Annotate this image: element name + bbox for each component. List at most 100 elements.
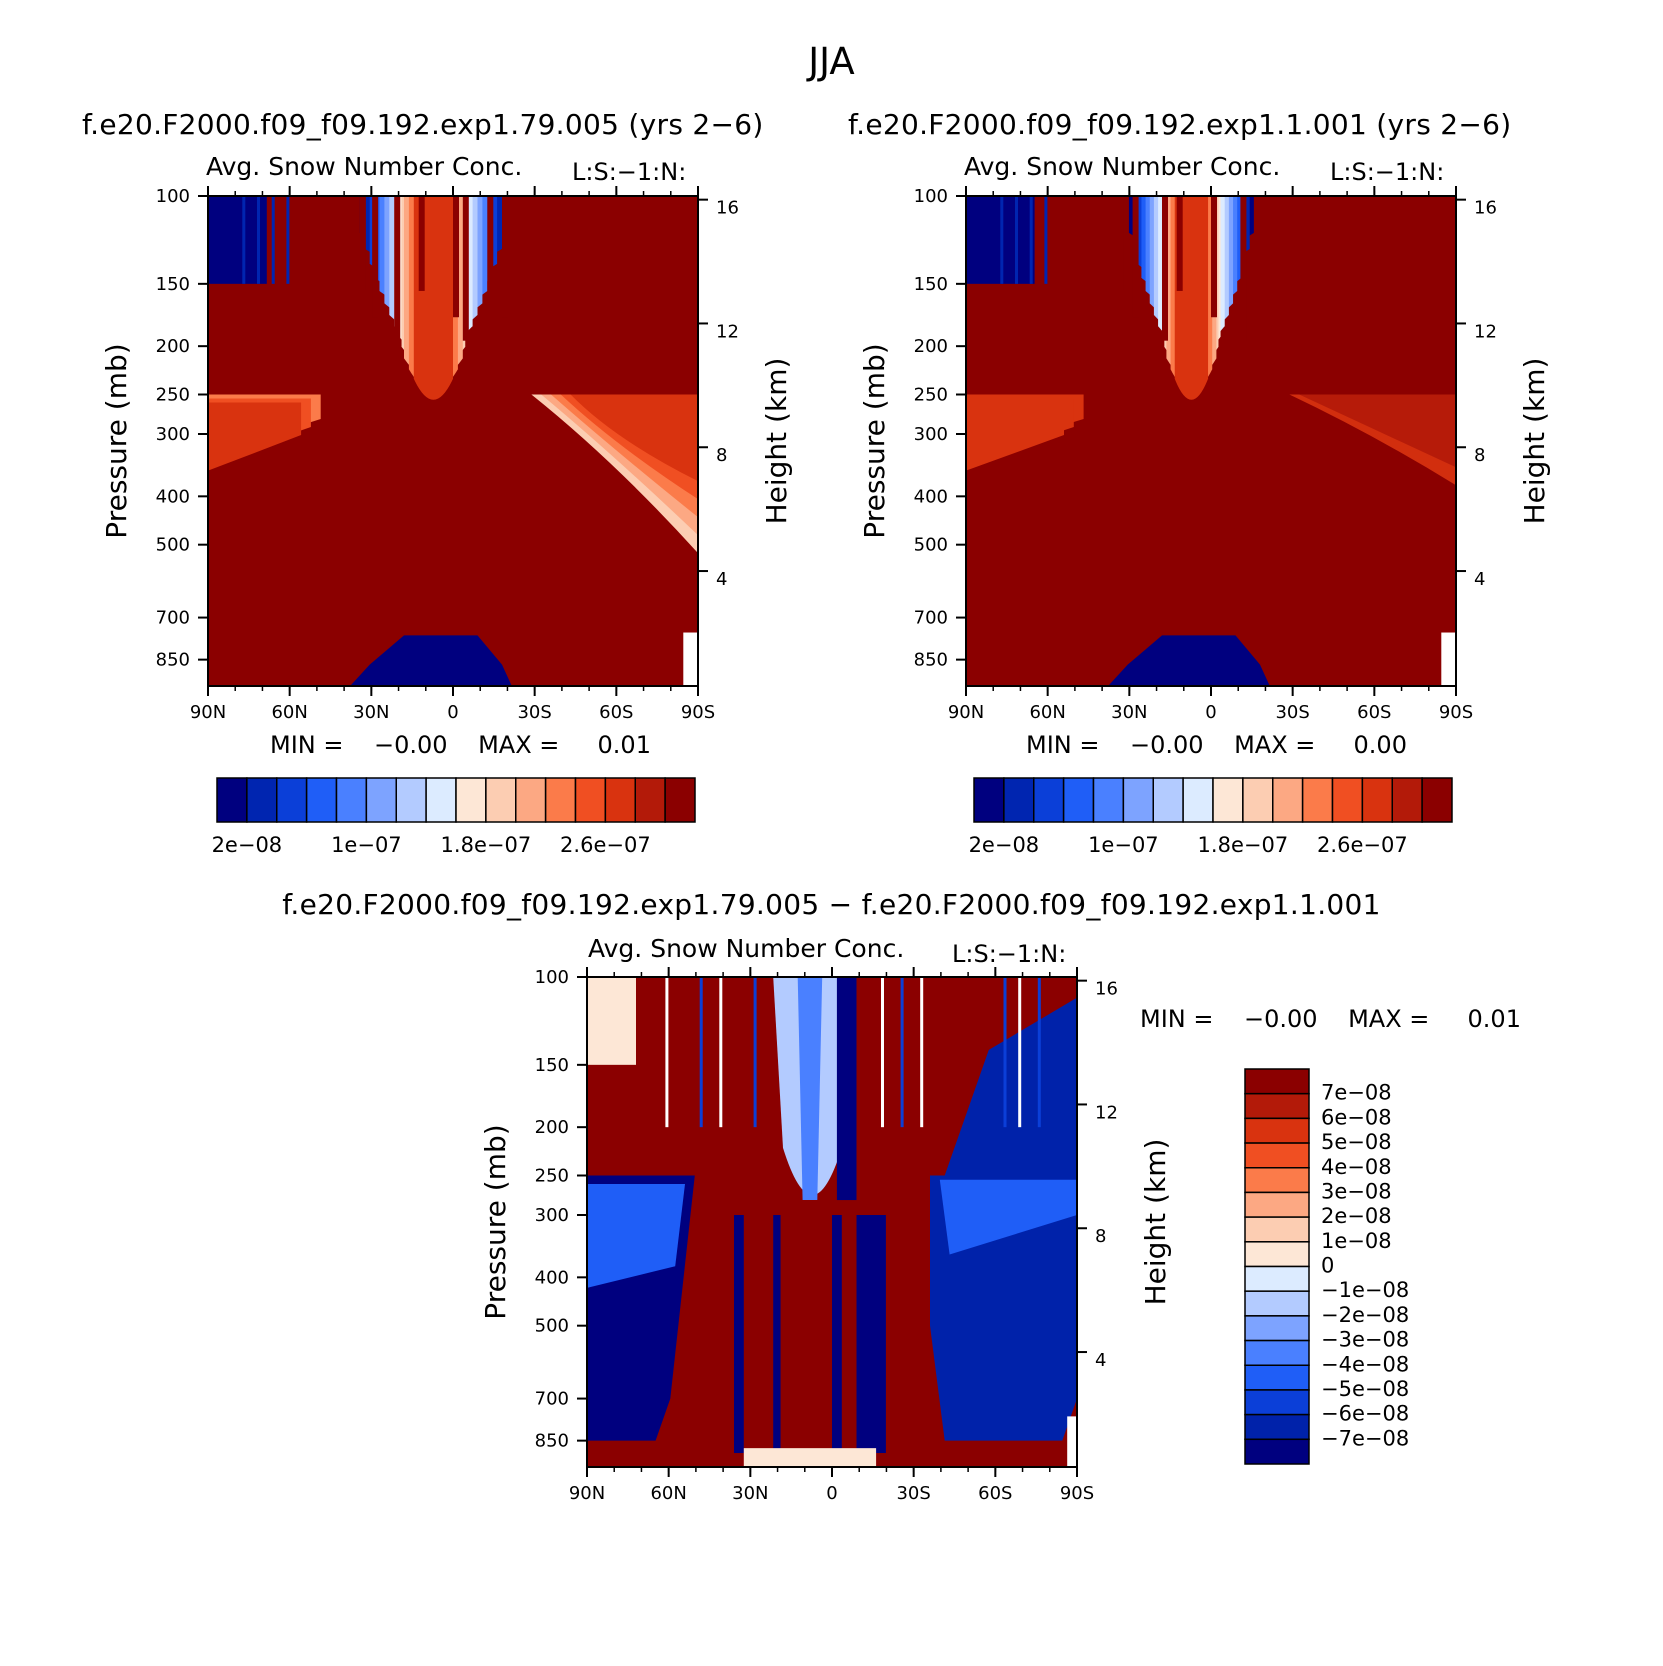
right-run-title: f.e20.F2000.f09_f09.192.exp1.1.001 (yrs …: [848, 108, 1512, 141]
left-field: [208, 196, 698, 686]
diff-blue-col-3: [773, 1215, 781, 1454]
diff-streak-6: [920, 977, 924, 1128]
right-y2tick-label: 4: [1474, 569, 1485, 590]
diff-xtick-label: 30S: [896, 1483, 930, 1504]
diff-colorbar-box: [1244, 1389, 1310, 1416]
right-max-label: MAX =: [1234, 731, 1316, 759]
diff-xtick-label: 90N: [569, 1483, 605, 1504]
diff-ytick-label: 250: [535, 1166, 569, 1187]
diff-streak-4: [881, 977, 884, 1128]
left-colorbar-label: 2e−08: [212, 833, 283, 857]
right-min-max: MIN = −0.00 MAX = 0.00: [1026, 731, 1407, 759]
left-colorbar-box: [276, 777, 308, 823]
left-max-value: 0.01: [597, 731, 651, 759]
diff-colorbar-box: [1244, 1092, 1310, 1120]
left-colorbar-box: [664, 777, 696, 823]
diff-blue-col-1: [832, 1215, 842, 1454]
diff-y2tick-label: 8: [1095, 1226, 1106, 1247]
right-colorbar-label: 1e−07: [1088, 833, 1159, 857]
right-colorbar-box: [1212, 777, 1244, 823]
diff-colorbar-box: [1244, 1068, 1310, 1095]
left-colorbar-box: [515, 777, 547, 823]
left-colorbar-box: [425, 777, 457, 823]
diff-xtick-label: 60N: [650, 1483, 686, 1504]
left-colorbar-box: [335, 777, 368, 823]
diff-streak-7: [1003, 977, 1007, 1128]
diff-streak-9: [1037, 977, 1041, 1128]
left-colorbar-box: [544, 777, 577, 823]
diff-colorbar-label: 6e−08: [1321, 1105, 1392, 1129]
left-xtick-label: 60N: [271, 702, 307, 723]
left-n-wedge-2: [208, 402, 302, 471]
diff-ytick-label: 100: [535, 967, 569, 988]
diff-colorbar-label: 4e−08: [1321, 1155, 1392, 1179]
left-colorbar-box: [246, 777, 278, 823]
left-streak-4: [453, 196, 459, 318]
right-ytick-label: 500: [914, 535, 948, 556]
diff-ytick-label: 850: [535, 1431, 569, 1452]
right-surface-blue: [1108, 635, 1270, 686]
left-y2tick-label: 8: [716, 445, 727, 466]
figure-title: JJA: [808, 40, 855, 83]
diff-max-value: 0.01: [1467, 1005, 1521, 1033]
left-plot-tag: L:S:−1:N:: [572, 158, 687, 186]
right-xtick-label: 90N: [948, 702, 984, 723]
right-colorbar-box: [1003, 777, 1035, 823]
diff-y2tick-label: 12: [1095, 1102, 1118, 1123]
diff-tan-nw: [587, 977, 636, 1065]
right-ytick-label: 850: [914, 650, 948, 671]
left-spike-0: [242, 196, 246, 284]
diff-min-label: MIN =: [1140, 1005, 1214, 1033]
left-min-value: −0.00: [374, 731, 448, 759]
right-ytick-label: 700: [914, 608, 948, 629]
left-xtick-label: 90S: [681, 702, 715, 723]
right-colorbar-box: [1152, 777, 1184, 823]
left-ytick-label: 700: [156, 608, 190, 629]
left-streak-1: [372, 196, 379, 318]
right-field: [966, 196, 1456, 686]
diff-colorbar-label: 7e−08: [1321, 1081, 1392, 1105]
right-min-label: MIN =: [1026, 731, 1100, 759]
left-colorbar-label: 1.8e−07: [441, 833, 532, 857]
right-ytick-label: 150: [914, 274, 948, 295]
diff-xtick-label: 30N: [732, 1483, 768, 1504]
left-colorbar-box: [604, 777, 636, 823]
right-y2tick-label: 16: [1474, 198, 1497, 219]
right-spike-1: [1015, 196, 1018, 284]
right-colorbar-box: [1361, 777, 1393, 823]
left-y2label: Height (km): [760, 358, 793, 525]
diff-colorbar-box: [1244, 1167, 1310, 1194]
left-y2tick-label: 12: [716, 321, 739, 342]
left-colorbar-box: [305, 777, 338, 823]
right-ytick-label: 250: [914, 385, 948, 406]
left-min-max: MIN = −0.00 MAX = 0.01: [270, 731, 651, 759]
diff-y2label: Height (km): [1139, 1139, 1172, 1306]
right-ytick-label: 200: [914, 336, 948, 357]
right-y2tick-label: 8: [1474, 445, 1485, 466]
right-xtick-label: 90S: [1439, 702, 1473, 723]
diff-ytick-label: 400: [535, 1267, 569, 1288]
right-colorbar-box: [1092, 777, 1125, 823]
left-ytick-label: 150: [156, 274, 190, 295]
right-colorbar-label: 2e−08: [969, 833, 1040, 857]
right-y2tick-label: 12: [1474, 321, 1497, 342]
diff-plot-title: Avg. Snow Number Conc.: [588, 934, 905, 963]
left-colorbar-box: [395, 777, 427, 823]
right-max-value: 0.00: [1353, 731, 1407, 759]
left-plot-title: Avg. Snow Number Conc.: [206, 152, 523, 181]
diff-run-title: f.e20.F2000.f09_f09.192.exp1.79.005 − f.…: [282, 888, 1381, 921]
right-colorbar-label: 1.8e−07: [1198, 833, 1289, 857]
right-xtick-label: 60S: [1357, 702, 1391, 723]
diff-colorbar-box: [1244, 1142, 1310, 1169]
diff-colorbar-box: [1244, 1315, 1310, 1342]
diff-colorbar-label: 1e−08: [1321, 1229, 1392, 1253]
diff-xtick-label: 90S: [1060, 1483, 1094, 1504]
left-max-label: MAX =: [478, 731, 560, 759]
left-s-wedge-4: [570, 394, 698, 482]
left-streak-2: [394, 196, 401, 341]
diff-streak-3: [753, 977, 757, 1128]
diff-ytick-label: 200: [535, 1117, 569, 1138]
right-colorbar-box: [973, 777, 1005, 823]
left-spike-2: [271, 196, 275, 284]
